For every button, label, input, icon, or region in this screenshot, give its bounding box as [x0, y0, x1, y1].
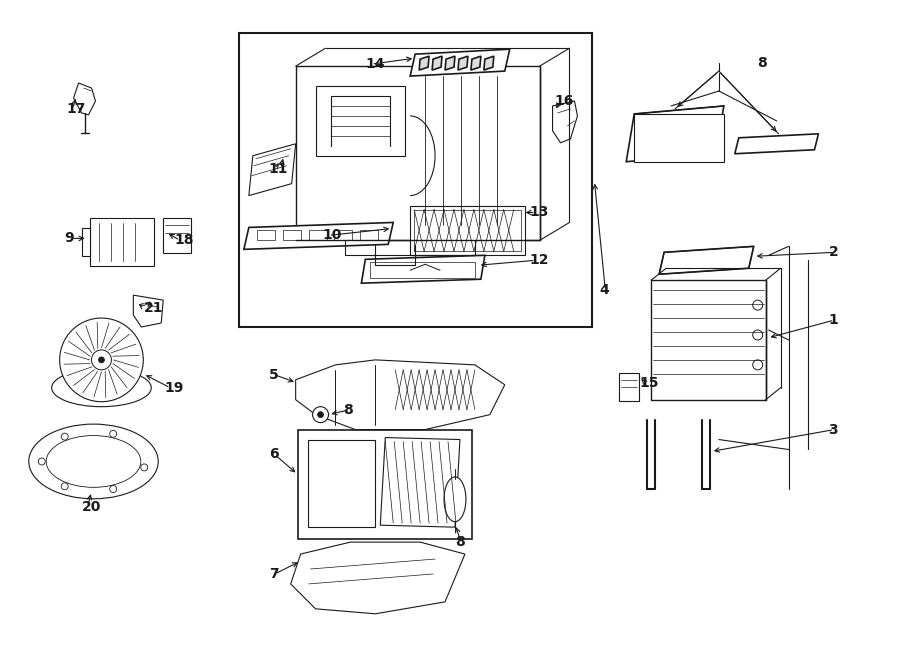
Polygon shape	[248, 144, 296, 196]
Bar	[296, 66, 540, 241]
Bar	[335, 231, 353, 241]
Circle shape	[110, 430, 117, 438]
Text: 17: 17	[67, 102, 86, 116]
Polygon shape	[410, 49, 509, 76]
Polygon shape	[296, 360, 505, 430]
Polygon shape	[458, 56, 468, 70]
Polygon shape	[244, 223, 393, 249]
Text: 9: 9	[65, 231, 75, 245]
Polygon shape	[432, 56, 442, 70]
Text: 10: 10	[322, 229, 342, 243]
Ellipse shape	[46, 436, 140, 487]
Text: 15: 15	[639, 376, 659, 390]
Polygon shape	[471, 56, 481, 70]
Bar	[163, 219, 191, 253]
Bar	[89, 219, 154, 266]
Polygon shape	[362, 255, 485, 283]
Polygon shape	[626, 106, 724, 162]
Circle shape	[312, 407, 328, 422]
Polygon shape	[419, 56, 429, 70]
Text: 12: 12	[530, 253, 549, 267]
Polygon shape	[381, 438, 460, 527]
Text: 8: 8	[757, 56, 767, 70]
Polygon shape	[734, 134, 818, 154]
Text: 4: 4	[599, 283, 609, 297]
Text: 8: 8	[455, 535, 464, 549]
Text: 6: 6	[269, 447, 278, 461]
Polygon shape	[133, 295, 163, 327]
Text: 3: 3	[828, 422, 838, 436]
Polygon shape	[659, 247, 753, 274]
Text: 11: 11	[269, 162, 288, 176]
Text: 18: 18	[175, 233, 194, 247]
Circle shape	[61, 483, 68, 490]
Text: 2: 2	[828, 245, 838, 259]
Circle shape	[59, 318, 143, 402]
Text: 7: 7	[269, 567, 278, 581]
Bar	[370, 262, 475, 278]
Circle shape	[110, 486, 117, 492]
Bar	[414, 210, 521, 251]
Circle shape	[752, 360, 762, 370]
Bar	[360, 231, 378, 241]
Text: 13: 13	[530, 206, 549, 219]
Ellipse shape	[29, 424, 158, 499]
Polygon shape	[74, 83, 95, 115]
Polygon shape	[484, 56, 494, 70]
Polygon shape	[553, 101, 578, 143]
Polygon shape	[291, 542, 465, 614]
Text: 19: 19	[164, 381, 184, 395]
Text: 5: 5	[269, 368, 278, 382]
Text: 8: 8	[344, 403, 353, 416]
Bar	[309, 231, 327, 241]
Bar	[316, 86, 405, 156]
Circle shape	[61, 433, 68, 440]
Ellipse shape	[51, 369, 151, 407]
Circle shape	[318, 412, 323, 418]
Bar	[238, 33, 592, 327]
Polygon shape	[445, 56, 455, 70]
Text: 14: 14	[365, 57, 385, 71]
Text: 16: 16	[554, 94, 574, 108]
Text: 20: 20	[82, 500, 101, 514]
Circle shape	[140, 464, 148, 471]
Bar	[298, 430, 472, 539]
Circle shape	[38, 458, 45, 465]
Ellipse shape	[444, 477, 466, 522]
Bar	[652, 280, 766, 400]
Polygon shape	[82, 229, 89, 256]
Circle shape	[752, 330, 762, 340]
Text: 21: 21	[144, 301, 164, 315]
Bar	[619, 373, 639, 401]
Bar	[634, 114, 724, 162]
Circle shape	[98, 357, 104, 363]
Circle shape	[752, 300, 762, 310]
Circle shape	[92, 350, 112, 370]
Bar	[283, 231, 301, 241]
Bar	[410, 206, 525, 255]
Bar	[256, 231, 274, 241]
Text: 1: 1	[828, 313, 838, 327]
Bar	[308, 440, 375, 527]
